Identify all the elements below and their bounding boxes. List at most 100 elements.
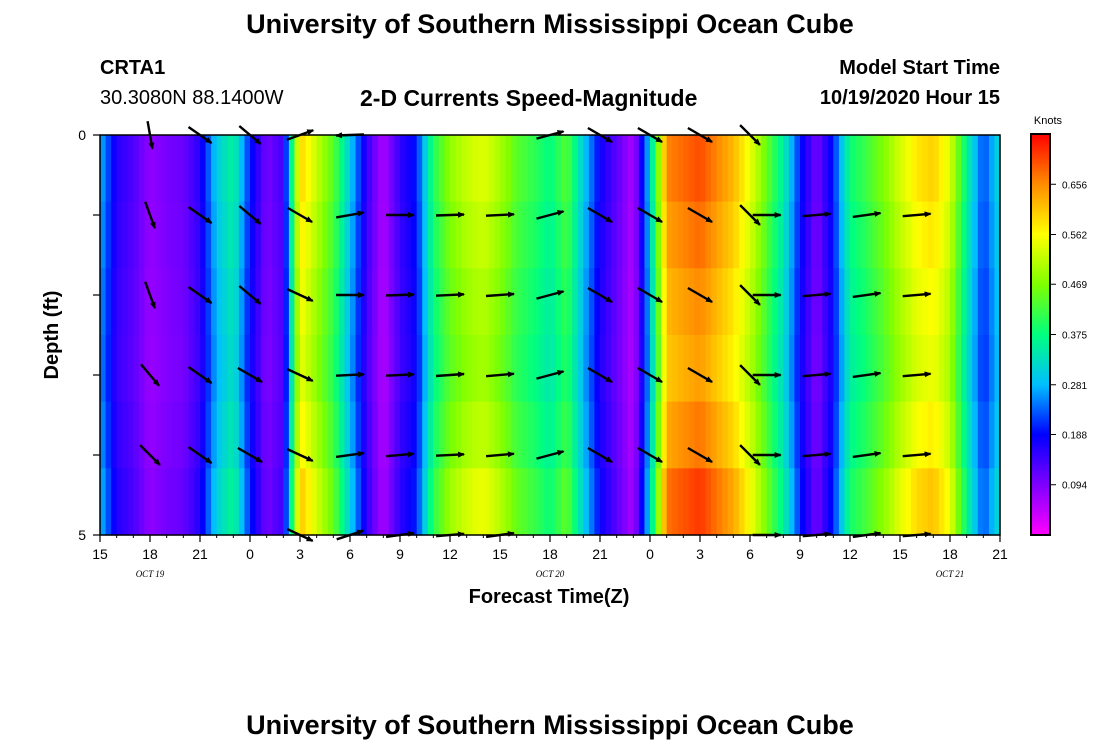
heat-cell: [294, 401, 301, 469]
heat-cell: [250, 268, 257, 336]
x-tick-label: 18: [942, 546, 958, 562]
heat-cell: [755, 135, 762, 203]
heat-cell: [761, 135, 768, 203]
heat-cell: [338, 135, 346, 203]
heat-cell: [922, 401, 929, 469]
heat-cell: [111, 468, 118, 536]
heat-cell: [772, 268, 779, 336]
heat-cell: [350, 401, 357, 469]
heat-cell: [622, 201, 629, 269]
heat-cell: [538, 401, 546, 469]
heat-cell: [288, 201, 296, 269]
heat-cell: [744, 335, 751, 403]
heat-cell: [561, 468, 568, 536]
heat-cell: [200, 335, 207, 403]
heat-cell: [672, 268, 679, 336]
heat-cell: [761, 401, 768, 469]
heat-cell: [611, 135, 618, 203]
heat-cell: [216, 135, 223, 203]
heat-cell: [416, 201, 423, 269]
heat-cell: [361, 401, 368, 469]
x-tick-label: 21: [992, 546, 1008, 562]
heat-cell: [150, 335, 157, 403]
heat-cell: [277, 401, 284, 469]
heat-cell: [116, 135, 123, 203]
heat-cell: [833, 335, 840, 403]
heat-cell: [811, 268, 818, 336]
heat-cell: [366, 335, 373, 403]
heat-cell: [844, 201, 851, 269]
current-vector: [902, 371, 932, 378]
heat-cell: [316, 201, 323, 269]
heat-cell: [922, 335, 929, 403]
heat-cell: [988, 135, 996, 203]
heat-cell: [394, 201, 401, 269]
heat-cell: [238, 201, 246, 269]
heat-cell: [322, 335, 329, 403]
heat-cell: [522, 335, 529, 403]
heat-cell: [250, 201, 257, 269]
heat-cell: [455, 201, 462, 269]
heat-cell: [505, 135, 512, 203]
heat-cell: [650, 468, 657, 536]
heat-cell: [672, 335, 679, 403]
heat-cell: [994, 401, 1001, 469]
heat-cell: [911, 335, 918, 403]
heat-cell: [850, 268, 857, 336]
heat-cell: [677, 401, 684, 469]
heat-cell: [977, 335, 984, 403]
product-title: 2-D Currents Speed-Magnitude: [360, 85, 698, 111]
heat-cell: [661, 335, 668, 403]
heat-cell: [788, 201, 796, 269]
heat-cell: [133, 135, 140, 203]
heat-cell: [266, 335, 273, 403]
heat-cell: [666, 268, 673, 336]
heat-cell: [244, 401, 251, 469]
heat-cell: [683, 135, 690, 203]
heat-cell: [711, 468, 718, 536]
heat-cell: [833, 268, 840, 336]
heat-cell: [127, 468, 134, 536]
heat-cell: [461, 268, 468, 336]
heat-cell: [800, 201, 807, 269]
heat-cell: [700, 268, 707, 336]
heat-cell: [566, 201, 573, 269]
heat-cell: [144, 335, 151, 403]
heat-cell: [538, 468, 546, 536]
heat-cell: [516, 201, 523, 269]
heat-cell: [988, 268, 996, 336]
heat-cell: [444, 201, 451, 269]
heat-cell: [850, 335, 857, 403]
heat-cell: [855, 401, 862, 469]
heat-cell: [588, 201, 596, 269]
heat-cell: [550, 468, 557, 536]
heat-cell: [727, 401, 734, 469]
heat-cell: [200, 468, 207, 536]
heat-cell: [922, 468, 929, 536]
heat-cell: [344, 201, 351, 269]
heat-cell: [144, 201, 151, 269]
heat-cell: [688, 335, 696, 403]
heat-cell: [805, 268, 812, 336]
heat-cell: [361, 268, 368, 336]
heat-cell: [638, 268, 646, 336]
heat-cell: [905, 401, 912, 469]
heat-cell: [450, 135, 457, 203]
heat-cell: [561, 335, 568, 403]
heat-cell: [505, 401, 512, 469]
heat-cell: [411, 335, 418, 403]
heat-cell: [733, 201, 740, 269]
heat-cell: [994, 335, 1001, 403]
heat-cell: [144, 468, 151, 536]
heat-cell: [544, 335, 551, 403]
heat-cell: [366, 401, 373, 469]
heat-cell: [572, 401, 579, 469]
heat-cell: [844, 468, 851, 536]
heat-cell: [305, 401, 312, 469]
heat-cell: [116, 335, 123, 403]
heat-cell: [900, 335, 907, 403]
heat-cell: [222, 201, 229, 269]
current-vector: [637, 366, 663, 384]
heat-cell: [794, 201, 801, 269]
